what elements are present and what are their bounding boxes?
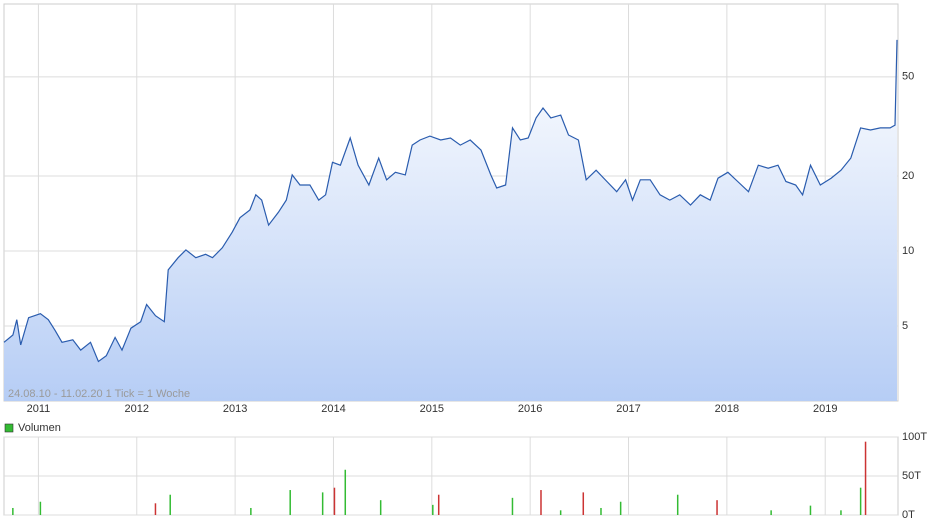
x-tick-label: 2011: [27, 403, 51, 415]
volume-bar: [716, 500, 718, 515]
price-line: [3, 39, 898, 363]
volume-bar: [250, 507, 252, 515]
volume-bar: [864, 441, 867, 515]
volume-bar: [344, 469, 347, 515]
x-tick-label: 2016: [518, 403, 542, 415]
y-tick-label: 5: [902, 320, 908, 332]
y-tick-label: 100T: [902, 431, 927, 443]
legend-swatch: [4, 423, 14, 433]
legend-label: Volumen: [18, 422, 61, 434]
y-tick-label: 10: [902, 245, 914, 257]
volume-bar: [619, 501, 622, 515]
volume-bar: [333, 487, 336, 515]
volume-bar: [559, 510, 562, 515]
x-tick-label: 2017: [616, 403, 640, 415]
volume-bar: [511, 497, 514, 515]
volume-bar: [154, 503, 157, 515]
volume-bar: [859, 487, 862, 515]
volume-bar: [437, 494, 440, 515]
volume-bar: [169, 494, 171, 515]
volume-bar: [379, 500, 382, 515]
volume-bar: [289, 490, 291, 515]
y-tick-label: 50: [902, 71, 914, 83]
x-tick-label: 2018: [715, 403, 739, 415]
volume-bar: [809, 505, 812, 515]
volume-bar: [840, 510, 842, 515]
volume-bar: [432, 504, 434, 515]
x-tick-label: 2013: [223, 403, 247, 415]
volume-bar: [676, 494, 679, 515]
y-tick-label: 0T: [902, 509, 915, 521]
range-caption: 24.08.10 - 11.02.20 1 Tick = 1 Woche: [8, 388, 190, 400]
volume-bar: [39, 501, 42, 515]
volume-bar: [600, 507, 602, 515]
y-tick-label: 20: [902, 170, 914, 182]
x-tick-label: 2014: [321, 403, 345, 415]
x-tick-label: 2019: [813, 403, 837, 415]
volume-bar: [12, 507, 14, 515]
price-area: [4, 39, 897, 402]
x-tick-label: 2015: [420, 403, 444, 415]
volume-bar: [770, 510, 772, 515]
y-tick-label: 50T: [902, 470, 921, 482]
x-tick-label: 2012: [125, 403, 149, 415]
volume-bar: [582, 492, 585, 515]
volume-bar: [540, 490, 542, 515]
volume-bar: [321, 492, 324, 515]
